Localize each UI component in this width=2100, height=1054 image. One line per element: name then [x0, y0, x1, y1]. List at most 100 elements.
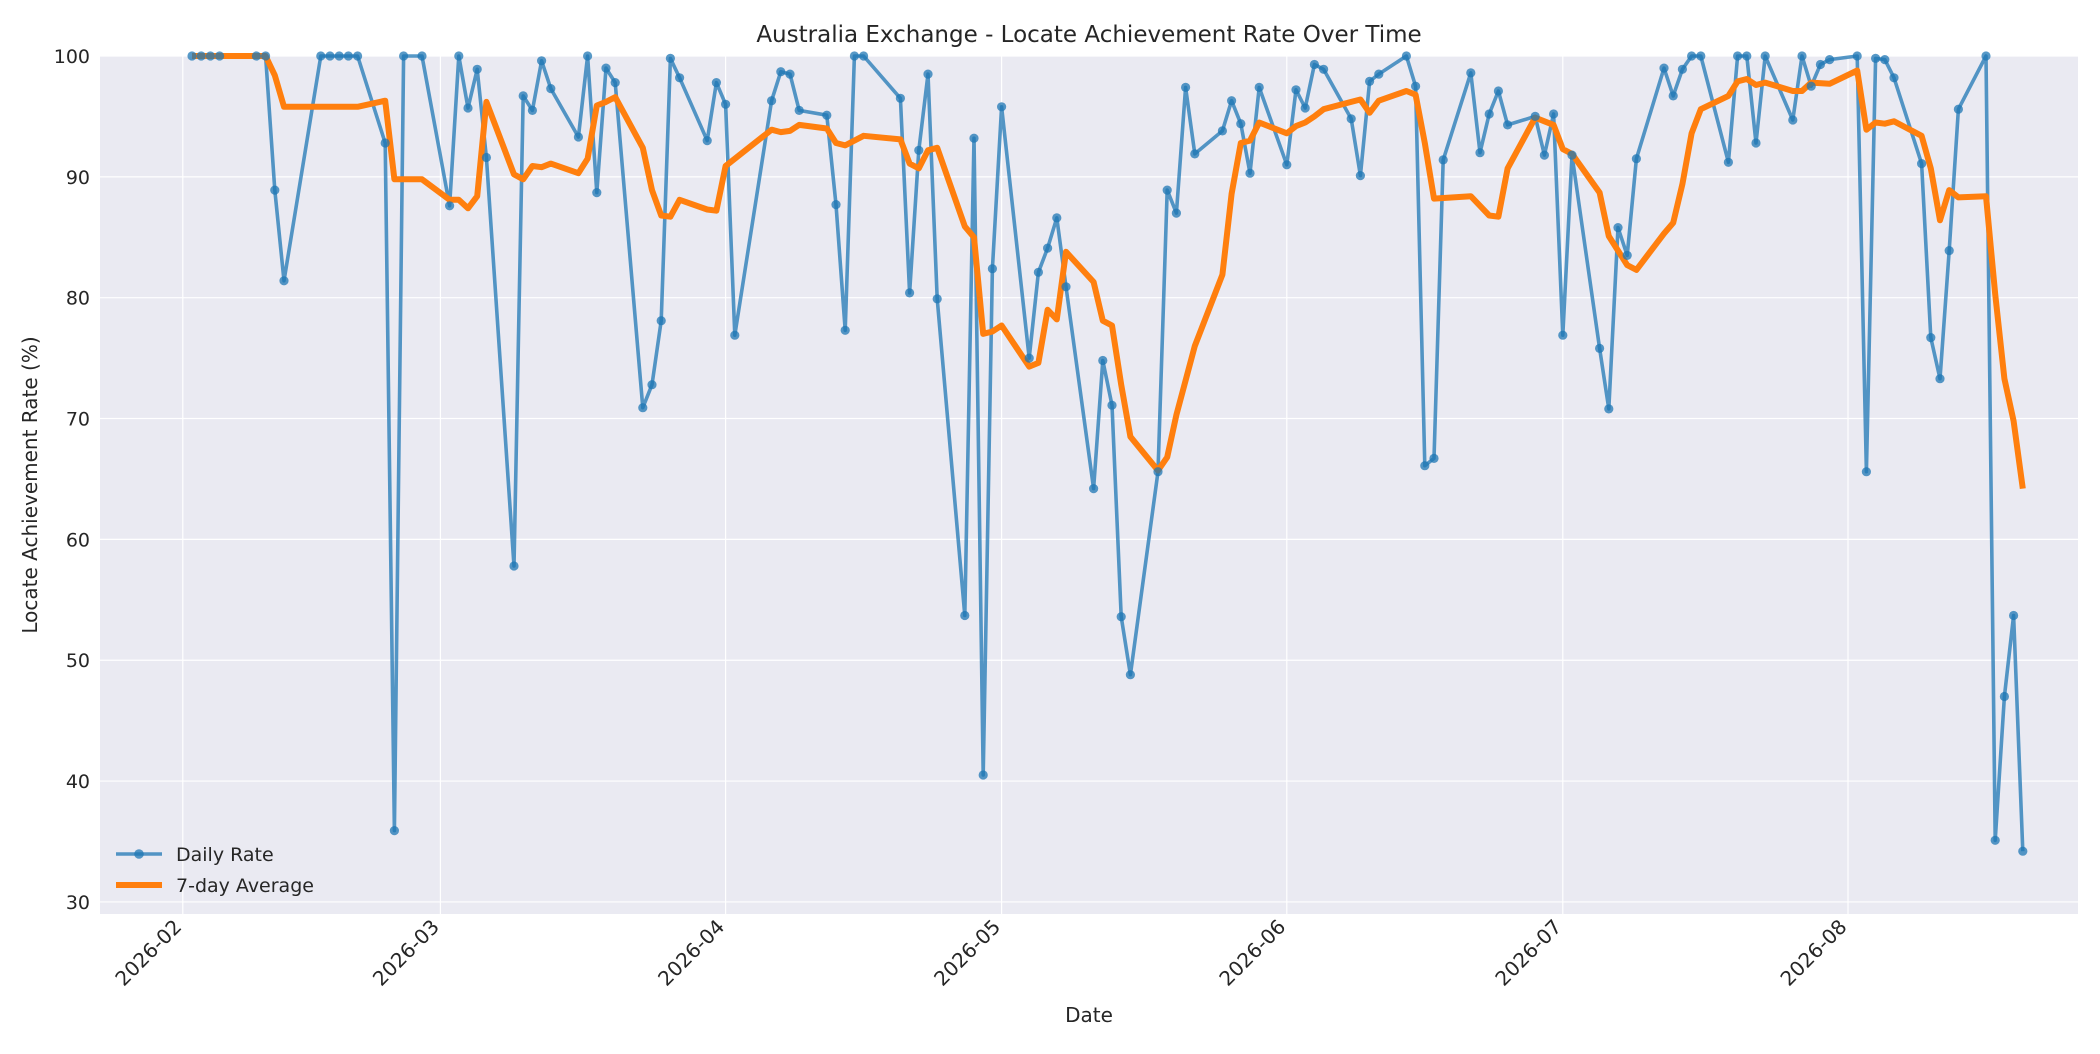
- legend-label-7-day-average: 7-day Average: [176, 875, 314, 897]
- data-point-daily-rate: [1171, 208, 1181, 218]
- y-tick-label: 80: [66, 288, 90, 310]
- data-point-daily-rate: [2018, 846, 2028, 856]
- data-point-daily-rate: [1788, 115, 1798, 125]
- y-tick-label: 50: [66, 650, 90, 672]
- data-point-daily-rate: [1401, 51, 1411, 61]
- data-point-daily-rate: [205, 51, 215, 61]
- y-tick-label: 70: [66, 409, 90, 431]
- data-point-daily-rate: [1254, 82, 1264, 92]
- data-point-daily-rate: [1493, 86, 1503, 96]
- data-point-daily-rate: [270, 185, 280, 195]
- data-point-daily-rate: [1953, 104, 1963, 114]
- data-point-daily-rate: [831, 200, 841, 210]
- data-point-daily-rate: [1033, 267, 1043, 277]
- data-point-daily-rate: [1723, 157, 1733, 167]
- data-point-daily-rate: [1981, 51, 1991, 61]
- data-point-daily-rate: [1061, 282, 1071, 292]
- data-point-daily-rate: [1733, 51, 1743, 61]
- data-point-daily-rate: [417, 51, 427, 61]
- data-point-daily-rate: [1742, 51, 1752, 61]
- data-point-daily-rate: [849, 51, 860, 61]
- y-tick-label: 40: [66, 771, 90, 793]
- data-point-daily-rate: [711, 78, 722, 88]
- data-point-daily-rate: [1567, 150, 1577, 160]
- data-point-daily-rate: [454, 51, 464, 61]
- data-point-daily-rate: [583, 51, 593, 61]
- data-point-daily-rate: [187, 51, 197, 61]
- data-point-daily-rate: [1089, 484, 1099, 494]
- data-point-daily-rate: [1503, 120, 1513, 130]
- data-point-daily-rate: [1687, 51, 1697, 61]
- data-point-daily-rate: [1595, 343, 1605, 353]
- data-point-daily-rate: [399, 51, 409, 61]
- data-point-daily-rate: [1374, 69, 1384, 79]
- data-point-daily-rate: [1861, 467, 1871, 477]
- data-point-daily-rate: [334, 51, 344, 61]
- chart-title: Australia Exchange - Locate Achievement …: [756, 22, 1421, 48]
- data-point-daily-rate: [279, 276, 289, 286]
- y-tick-label: 90: [66, 167, 90, 189]
- data-point-daily-rate: [1871, 53, 1881, 64]
- data-point-daily-rate: [1944, 246, 1954, 256]
- y-tick-label: 60: [66, 529, 90, 551]
- data-point-daily-rate: [987, 264, 998, 274]
- data-point-daily-rate: [527, 105, 538, 115]
- data-point-daily-rate: [1346, 114, 1356, 124]
- data-point-daily-rate: [537, 56, 547, 66]
- data-point-daily-rate: [1668, 91, 1678, 101]
- legend-label-daily-rate: Daily Rate: [176, 844, 274, 866]
- data-point-daily-rate: [1613, 223, 1623, 233]
- data-point-daily-rate: [518, 91, 528, 101]
- data-point-daily-rate: [1999, 691, 2009, 702]
- y-tick-label: 30: [66, 892, 90, 914]
- data-point-daily-rate: [960, 610, 970, 621]
- data-point-daily-rate: [1355, 171, 1365, 181]
- data-point-daily-rate: [481, 152, 491, 163]
- data-point-daily-rate: [343, 51, 353, 61]
- data-point-daily-rate: [859, 51, 869, 61]
- data-point-daily-rate: [1319, 64, 1329, 74]
- data-point-daily-rate: [997, 102, 1007, 112]
- data-point-daily-rate: [1125, 670, 1135, 680]
- data-point-daily-rate: [1475, 148, 1485, 158]
- data-point-daily-rate: [1815, 59, 1825, 70]
- data-point-daily-rate: [592, 188, 602, 198]
- data-point-daily-rate: [353, 51, 363, 61]
- data-point-daily-rate: [914, 145, 924, 155]
- series-line-7-day-average: [192, 53, 2026, 490]
- data-point-daily-rate: [1365, 76, 1375, 86]
- data-point-daily-rate: [840, 325, 850, 335]
- data-point-daily-rate: [389, 826, 399, 836]
- data-point-daily-rate: [1438, 155, 1448, 165]
- data-point-daily-rate: [1420, 461, 1430, 471]
- data-point-daily-rate: [1926, 333, 1936, 343]
- data-point-daily-rate: [1484, 109, 1494, 119]
- data-point-daily-rate: [1181, 82, 1191, 92]
- legend: Daily Rate 7-day Average: [116, 844, 314, 897]
- data-point-daily-rate: [1043, 243, 1053, 253]
- data-point-daily-rate: [1466, 68, 1476, 78]
- data-point-daily-rate: [1530, 111, 1540, 121]
- data-point-daily-rate: [1806, 81, 1816, 91]
- data-point-daily-rate: [573, 132, 584, 142]
- data-point-daily-rate: [1429, 453, 1439, 463]
- data-point-daily-rate: [1282, 160, 1292, 170]
- data-point-daily-rate: [1539, 150, 1549, 160]
- x-axis-label: Date: [1065, 1003, 1113, 1027]
- data-point-daily-rate: [261, 51, 271, 61]
- data-point-daily-rate: [1411, 81, 1421, 91]
- data-point-daily-rate: [647, 380, 657, 390]
- data-point-daily-rate: [767, 96, 777, 106]
- data-point-daily-rate: [445, 201, 455, 211]
- data-point-daily-rate: [601, 63, 611, 73]
- data-point-daily-rate: [932, 294, 942, 304]
- data-point-daily-rate: [1245, 168, 1255, 178]
- data-point-daily-rate: [1696, 51, 1706, 61]
- data-point-daily-rate: [1162, 185, 1172, 195]
- legend-marker-daily-rate: [134, 849, 144, 859]
- data-point-daily-rate: [785, 69, 795, 79]
- y-axis-label: Locate Achievement Rate (%): [18, 336, 42, 633]
- data-point-daily-rate: [196, 51, 206, 61]
- data-point-daily-rate: [463, 103, 473, 113]
